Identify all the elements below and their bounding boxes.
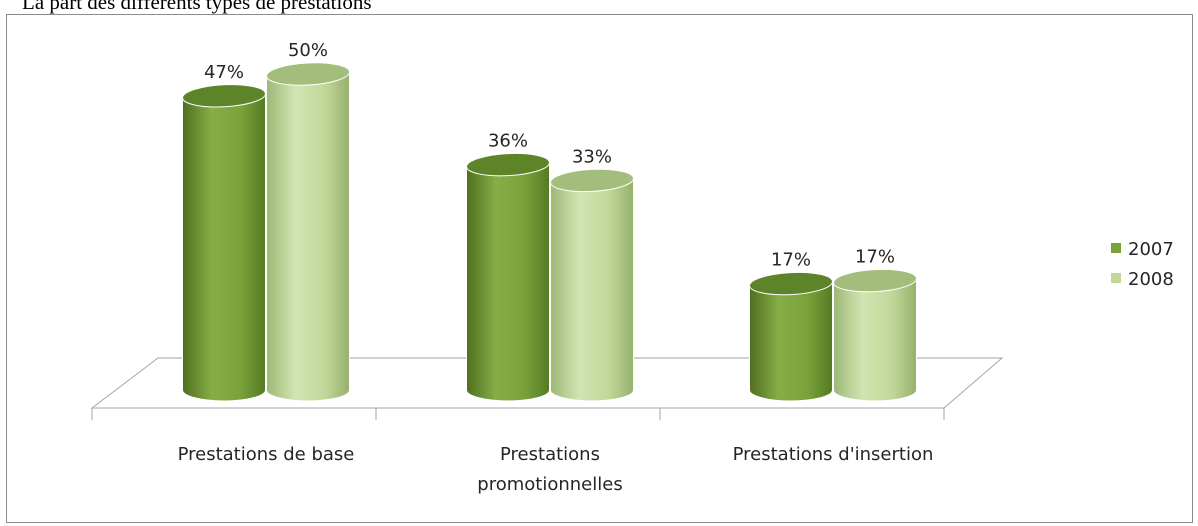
bar-2007-1: 36% [466, 131, 550, 402]
bar-top-2008-0 [266, 62, 350, 86]
legend-swatch-2008 [1111, 273, 1121, 283]
data-label-2008-1: 33% [572, 146, 612, 167]
legend-label-2008: 2008 [1128, 269, 1174, 290]
category-label-0: Prestations de base [178, 444, 355, 465]
bar-top-2007-1 [466, 152, 550, 177]
data-label-2007-1: 36% [488, 131, 528, 152]
bar-top-2008-2 [833, 268, 917, 293]
legend-label-2007: 2007 [1128, 239, 1174, 260]
bar-top-2007-2 [749, 271, 833, 296]
data-label-2007-2: 17% [771, 250, 811, 271]
bar-body-2007-2 [749, 283, 833, 402]
category-label-1: Prestations promotionnelles [477, 444, 622, 495]
bar-top-2007-0 [182, 84, 266, 108]
bar-2008-2: 17% [833, 247, 917, 402]
data-label-2008-0: 50% [288, 40, 328, 61]
bar-2007-2: 17% [749, 250, 833, 402]
bar-2007-0: 47% [182, 62, 266, 402]
bar-2008-1: 33% [550, 146, 634, 402]
bar-body-2007-1 [466, 164, 550, 402]
legend-swatch-2007 [1111, 243, 1121, 253]
bar-body-2008-1 [550, 179, 634, 402]
chart-title: La part des différents types de prestati… [22, 0, 372, 14]
bar-body-2008-2 [833, 280, 917, 402]
data-label-2007-0: 47% [204, 62, 244, 83]
bar-body-2007-0 [182, 95, 266, 402]
category-labels: Prestations de base Prestations promotionn… [178, 444, 934, 495]
bar-top-2008-1 [550, 168, 634, 193]
category-label-2: Prestations d'insertion [733, 444, 934, 465]
bar-body-2008-0 [266, 73, 350, 402]
legend: 2007 2008 [1111, 239, 1174, 290]
data-label-2008-2: 17% [855, 247, 895, 268]
bar-series-group: 47% 50% 36% 33% 17% 17% [182, 40, 917, 402]
bar-2008-0: 50% [266, 40, 350, 402]
